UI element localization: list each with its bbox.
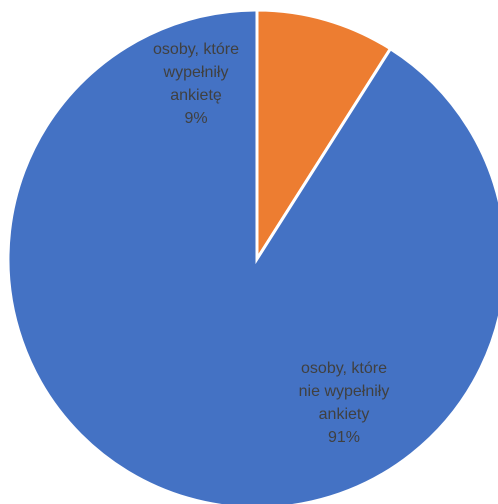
slice-label-1-line-2: wypełniły — [163, 64, 229, 81]
slice-label-1: osoby, które wypełniły ankietę 9% — [153, 41, 239, 127]
slice-label-2-line-4: 91% — [328, 429, 360, 446]
pie-slice-2 — [6, 8, 498, 504]
slice-label-1-line-1: osoby, które — [153, 41, 239, 58]
slice-label-1-line-4: 9% — [184, 110, 207, 127]
slice-label-2-line-2: nie wypełniły — [299, 383, 390, 400]
slice-label-2-line-3: ankiety — [319, 406, 370, 423]
slice-label-1-line-3: ankietę — [170, 87, 222, 104]
slice-label-2: osoby, które nie wypełniły ankiety 91% — [299, 360, 390, 446]
pie-slice-1 — [255, 8, 393, 265]
slice-label-2-line-1: osoby, które — [301, 360, 387, 377]
